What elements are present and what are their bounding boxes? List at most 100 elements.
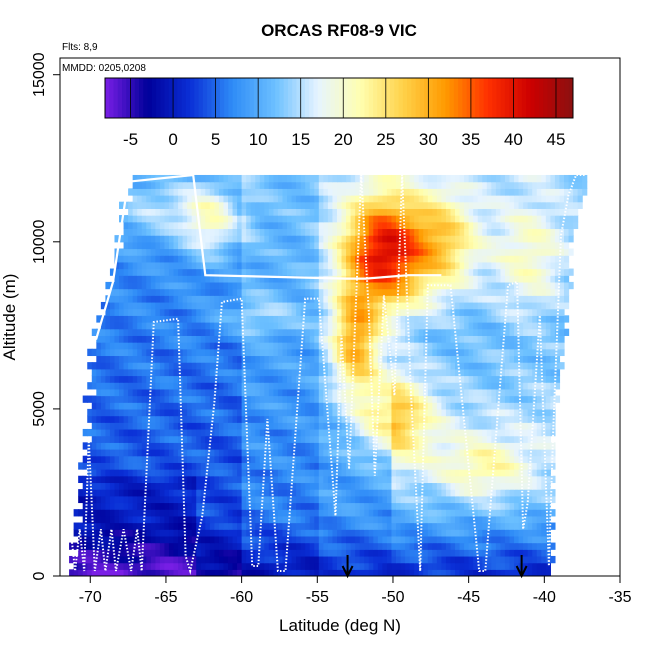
heatmap-cell	[364, 261, 370, 270]
heatmap-cell	[182, 295, 188, 303]
heatmap-cell	[418, 301, 424, 310]
heatmap-cell	[218, 509, 225, 517]
heatmap-cell	[482, 275, 488, 283]
heatmap-cell	[382, 515, 388, 524]
heatmap-cell	[436, 522, 442, 530]
heatmap-cell	[191, 555, 197, 564]
heatmap-cell	[173, 489, 179, 497]
heatmap-cell	[146, 362, 152, 370]
heatmap-cell	[527, 308, 533, 316]
heatmap-cell	[196, 475, 202, 484]
heatmap-cell	[264, 328, 270, 336]
heatmap-cell	[391, 335, 397, 343]
heatmap-cell	[323, 328, 329, 336]
heatmap-cell	[450, 542, 456, 550]
heatmap-cell	[414, 529, 420, 537]
heatmap-cell	[486, 455, 492, 463]
heatmap-cell	[141, 261, 147, 270]
heatmap-cell	[459, 542, 465, 550]
heatmap-cell	[200, 535, 206, 544]
heatmap-cell	[414, 495, 420, 504]
heatmap-cell	[455, 342, 461, 350]
heatmap-cell	[477, 482, 483, 490]
heatmap-cell	[377, 449, 383, 457]
heatmap-cell	[146, 348, 152, 357]
heatmap-cell	[264, 535, 270, 544]
heatmap-cell	[468, 549, 474, 557]
heatmap-cell	[228, 255, 234, 263]
heatmap-cell	[268, 482, 274, 490]
heatmap-cell	[332, 328, 338, 336]
heatmap-cell	[536, 342, 542, 350]
heatmap-cell	[209, 495, 215, 504]
heatmap-cell	[436, 475, 442, 484]
heatmap-cell	[182, 542, 188, 550]
heatmap-cell	[391, 382, 397, 390]
heatmap-cell	[196, 268, 202, 276]
heatmap-cell	[405, 435, 411, 443]
heatmap-cell	[109, 388, 116, 397]
heatmap-cell	[164, 462, 170, 470]
heatmap-cell	[491, 495, 497, 504]
heatmap-cell	[482, 415, 488, 423]
heatmap-cell	[187, 301, 193, 310]
heatmap-cell	[178, 301, 184, 310]
heatmap-cell	[273, 509, 279, 517]
heatmap-cell	[355, 482, 361, 490]
heatmap-cell	[427, 502, 433, 510]
heatmap-cell	[91, 395, 97, 403]
heatmap-cell	[209, 268, 215, 276]
heatmap-cell	[268, 301, 274, 310]
heatmap-cell	[109, 288, 116, 296]
heatmap-cell	[432, 348, 438, 357]
heatmap-cell	[223, 315, 229, 323]
heatmap-cell	[441, 569, 447, 576]
heatmap-cell	[423, 368, 429, 377]
heatmap-cell	[346, 342, 352, 350]
heatmap-cell	[268, 475, 274, 484]
heatmap-cell	[486, 562, 492, 570]
heatmap-cell	[146, 382, 152, 390]
heatmap-cell	[268, 555, 274, 564]
heatmap-cell	[418, 275, 424, 283]
heatmap-cell	[155, 555, 161, 564]
heatmap-cell	[473, 301, 479, 310]
heatmap-cell	[164, 342, 170, 350]
heatmap-cell	[514, 395, 520, 403]
heatmap-cell	[168, 549, 175, 557]
heatmap-cell	[128, 449, 134, 457]
heatmap-cell	[396, 469, 402, 477]
heatmap-cell	[409, 428, 415, 437]
heatmap-cell	[391, 368, 397, 377]
heatmap-cell	[282, 502, 288, 510]
heatmap-cell	[141, 388, 147, 397]
heatmap-cell	[323, 342, 329, 350]
heatmap-cell	[264, 395, 270, 403]
heatmap-cell	[523, 301, 529, 310]
heatmap-cell	[128, 469, 134, 477]
heatmap-cell	[119, 569, 125, 576]
heatmap-cell	[418, 408, 424, 417]
heatmap-cell	[128, 562, 134, 570]
heatmap-cell	[350, 475, 356, 484]
heatmap-cell	[500, 502, 506, 510]
heatmap-cell	[432, 542, 438, 550]
heatmap-cell	[423, 522, 429, 530]
heatmap-cell	[427, 281, 433, 290]
heatmap-cell	[482, 495, 488, 504]
heatmap-cell	[436, 535, 442, 544]
heatmap-cell	[359, 529, 365, 537]
heatmap-cell	[146, 569, 152, 576]
heatmap-cell	[182, 328, 188, 336]
heatmap-cell	[146, 322, 152, 330]
heatmap-cell	[346, 415, 352, 423]
heatmap-cell	[504, 301, 511, 310]
heatmap-cell	[523, 281, 529, 290]
heatmap-cell	[455, 509, 461, 517]
heatmap-cell	[523, 482, 529, 490]
heatmap-cell	[296, 261, 302, 270]
heatmap-cell	[173, 502, 179, 510]
heatmap-cell	[514, 281, 520, 290]
heatmap-cell	[336, 261, 343, 270]
heatmap-cell	[318, 362, 324, 370]
